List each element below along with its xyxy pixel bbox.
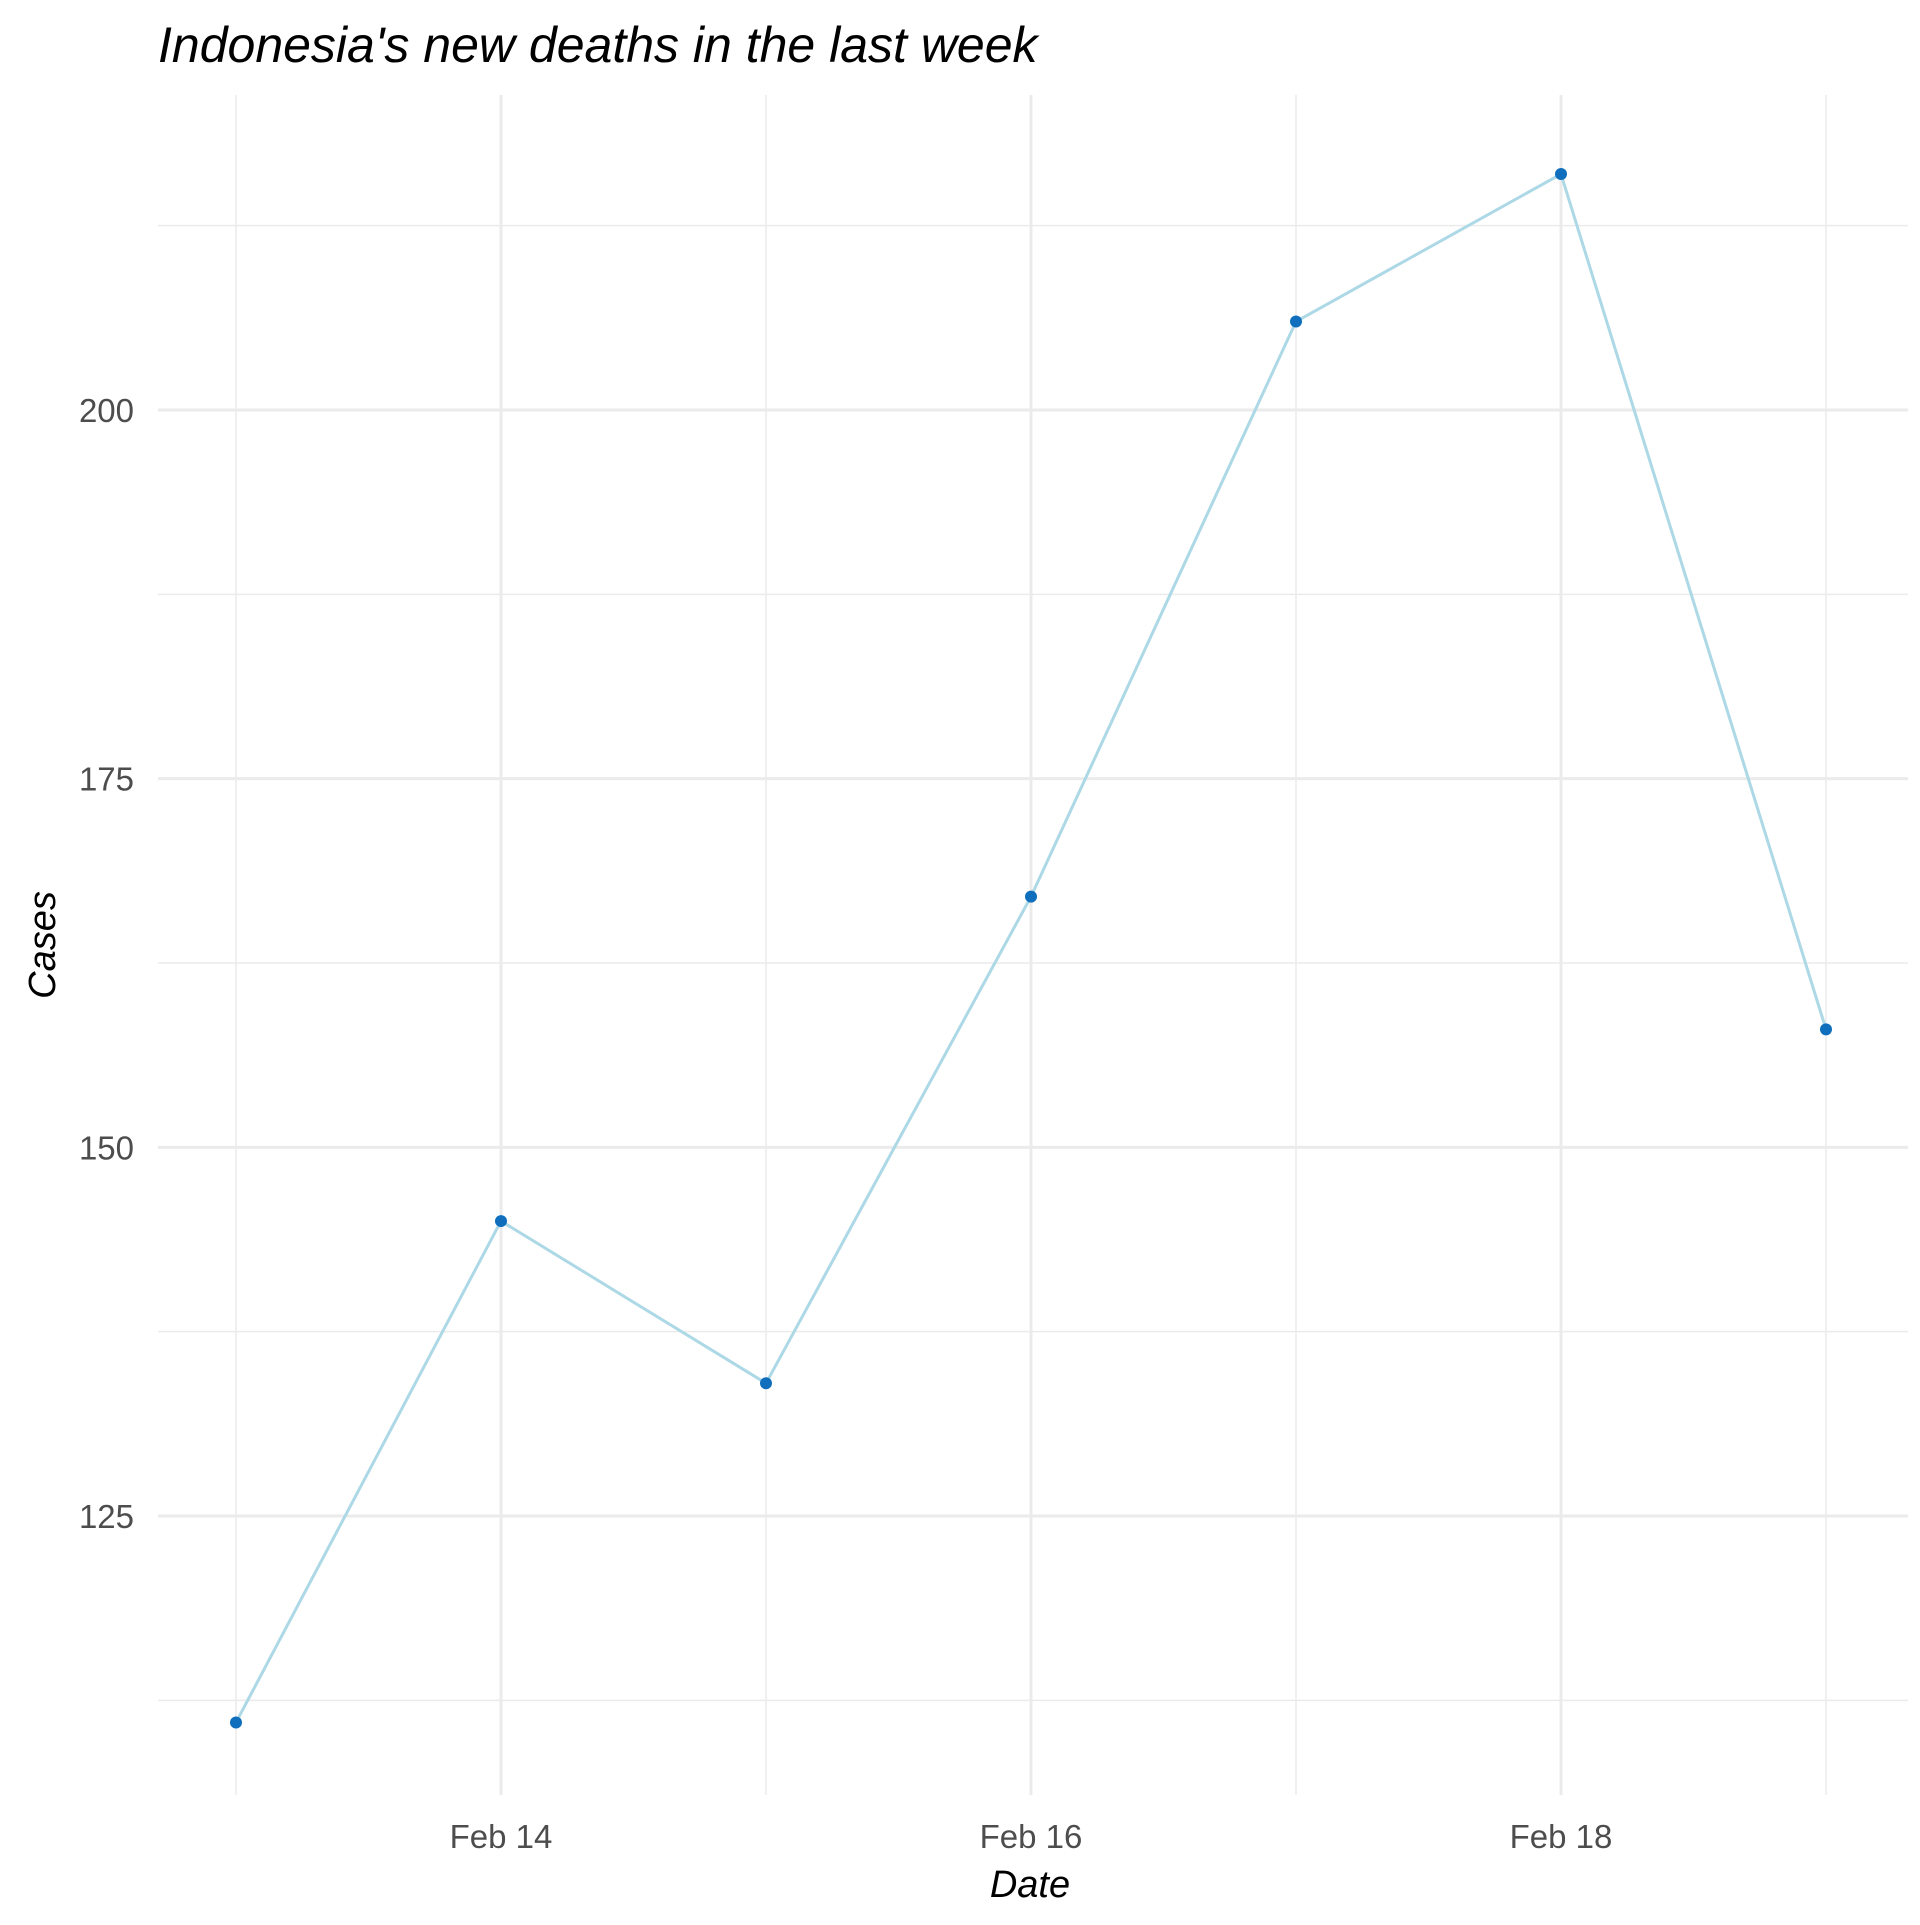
x-tick-label: Feb 18 xyxy=(1510,1818,1613,1855)
y-tick-label: 175 xyxy=(79,761,134,798)
data-point xyxy=(230,1716,242,1729)
y-tick-label: 200 xyxy=(79,392,134,429)
data-point xyxy=(1820,1023,1832,1036)
data-point xyxy=(760,1377,772,1390)
data-point xyxy=(1290,315,1302,328)
chart-title: Indonesia's new deaths in the last week xyxy=(158,17,1041,73)
data-points xyxy=(230,168,1832,1729)
y-tick-label: 150 xyxy=(79,1129,134,1166)
x-axis-title: Date xyxy=(990,1864,1070,1906)
data-point xyxy=(1025,890,1037,903)
y-tick-label: 125 xyxy=(79,1498,134,1535)
x-tick-label: Feb 16 xyxy=(980,1818,1083,1855)
grid-lines xyxy=(158,95,1908,1795)
data-point xyxy=(1555,168,1567,181)
x-tick-label: Feb 14 xyxy=(450,1818,553,1855)
y-axis-ticks: 125 150 175 200 xyxy=(79,392,134,1535)
x-axis-ticks: Feb 14 Feb 16 Feb 18 xyxy=(450,1818,1613,1855)
y-axis-title: Cases xyxy=(22,891,64,999)
data-point xyxy=(495,1215,507,1228)
